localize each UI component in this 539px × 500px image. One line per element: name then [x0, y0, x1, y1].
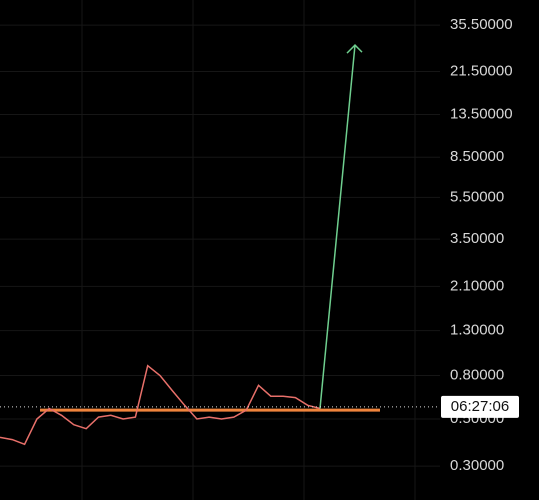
arrow-head [346, 44, 363, 54]
y-tick-label: 3.50000 [450, 230, 504, 247]
y-tick-label: 1.30000 [450, 322, 504, 339]
price-line [0, 364, 321, 446]
y-tick-label: 13.50000 [450, 105, 513, 122]
y-tick-label: 0.30000 [450, 457, 504, 474]
arrow-line [319, 45, 356, 409]
y-tick-label: 8.50000 [450, 148, 504, 165]
countdown-box [441, 395, 519, 418]
y-tick-label: 21.50000 [450, 62, 513, 79]
y-tick-label: 2.10000 [450, 277, 504, 294]
countdown: 06:27:06 [451, 398, 509, 415]
y-tick-label: 5.50000 [450, 188, 504, 205]
y-tick-label: 0.80000 [450, 367, 504, 384]
y-tick-label: 35.50000 [450, 16, 513, 33]
vertical-grid [81, 0, 416, 500]
